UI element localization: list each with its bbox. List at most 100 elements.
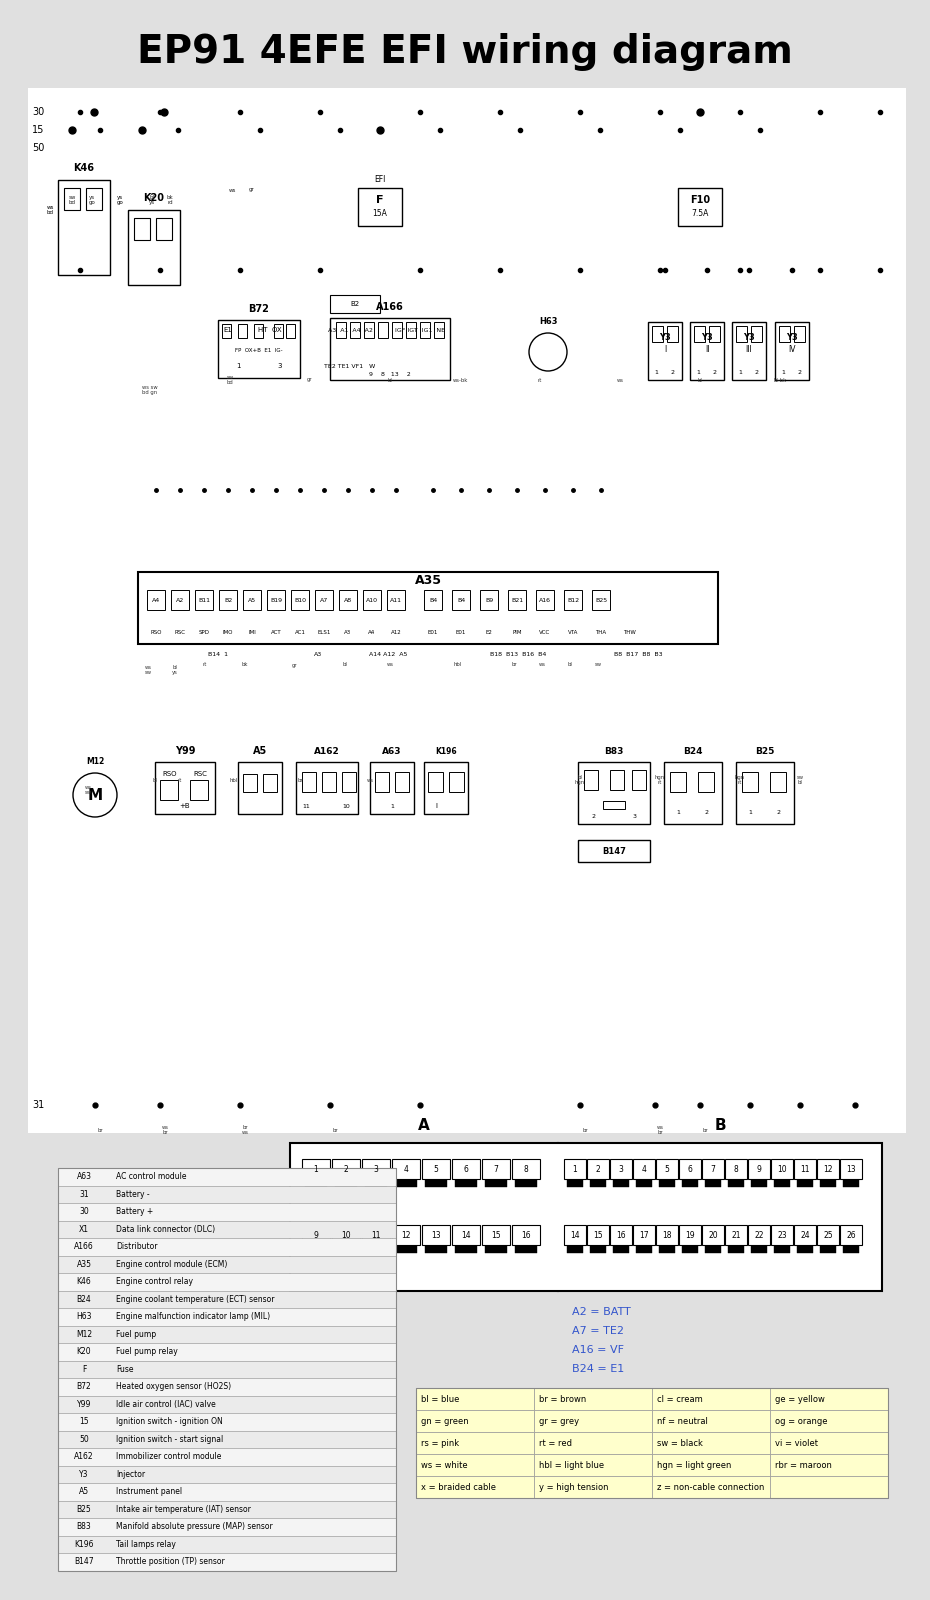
Bar bbox=[670, 773, 686, 792]
Text: Y99: Y99 bbox=[77, 1400, 91, 1408]
Text: 9: 9 bbox=[757, 1165, 762, 1173]
Bar bbox=[698, 773, 714, 792]
Text: vi = violet: vi = violet bbox=[775, 1438, 818, 1448]
Bar bbox=[751, 326, 762, 342]
Text: A5: A5 bbox=[79, 1488, 89, 1496]
Bar bbox=[406, 322, 416, 338]
Bar bbox=[296, 762, 358, 814]
Text: 7: 7 bbox=[711, 1165, 715, 1173]
Text: Engine coolant temperature (ECT) sensor: Engine coolant temperature (ECT) sensor bbox=[116, 1294, 274, 1304]
Bar bbox=[610, 1158, 632, 1179]
Text: ws: ws bbox=[538, 662, 546, 667]
Bar bbox=[817, 1226, 839, 1245]
Text: z = non-cable connection: z = non-cable connection bbox=[657, 1483, 764, 1491]
Text: Y3: Y3 bbox=[79, 1470, 88, 1478]
Text: bl: bl bbox=[388, 378, 392, 382]
Text: 22: 22 bbox=[754, 1230, 764, 1240]
Bar bbox=[370, 762, 414, 814]
Text: 7.5A: 7.5A bbox=[691, 210, 709, 219]
Text: Engine control module (ECM): Engine control module (ECM) bbox=[116, 1259, 227, 1269]
Text: ws
sw: ws sw bbox=[144, 664, 152, 675]
Bar bbox=[58, 1430, 396, 1448]
Text: 14: 14 bbox=[570, 1230, 579, 1240]
Text: 15: 15 bbox=[79, 1418, 88, 1426]
Bar bbox=[392, 322, 402, 338]
Text: gr: gr bbox=[249, 187, 255, 192]
Bar bbox=[636, 1246, 652, 1253]
Bar bbox=[416, 1387, 534, 1410]
Text: Battery +: Battery + bbox=[116, 1208, 153, 1216]
Bar bbox=[58, 1448, 396, 1466]
Text: bl: bl bbox=[698, 378, 702, 382]
Bar bbox=[534, 1387, 652, 1410]
Text: bk
rd: bk rd bbox=[166, 195, 173, 205]
Bar bbox=[364, 322, 374, 338]
Text: x = braided cable: x = braided cable bbox=[421, 1483, 496, 1491]
Text: 15: 15 bbox=[32, 125, 45, 134]
Text: ys
go: ys go bbox=[88, 195, 96, 205]
Bar bbox=[305, 1181, 327, 1187]
Text: 1: 1 bbox=[781, 370, 785, 374]
Text: 1: 1 bbox=[676, 810, 680, 814]
Bar bbox=[736, 326, 747, 342]
Text: 2: 2 bbox=[797, 370, 801, 374]
Text: bl
hgn: bl hgn bbox=[575, 774, 585, 786]
Bar bbox=[58, 1342, 396, 1360]
Text: Instrument panel: Instrument panel bbox=[116, 1488, 182, 1496]
Bar bbox=[652, 1410, 770, 1432]
Bar bbox=[536, 590, 554, 610]
Text: bl
ys: bl ys bbox=[149, 195, 155, 205]
Bar bbox=[564, 1158, 586, 1179]
Bar bbox=[362, 1158, 390, 1179]
Bar bbox=[365, 1181, 387, 1187]
Text: 17: 17 bbox=[639, 1230, 649, 1240]
Bar bbox=[771, 1226, 793, 1245]
Text: 31: 31 bbox=[79, 1190, 88, 1198]
Bar bbox=[652, 1387, 770, 1410]
Text: rt: rt bbox=[203, 662, 207, 667]
Text: Y3: Y3 bbox=[701, 333, 713, 342]
Bar bbox=[350, 322, 360, 338]
Text: ws
sw: ws sw bbox=[85, 784, 91, 795]
Bar bbox=[138, 573, 718, 643]
Text: 16: 16 bbox=[617, 1230, 626, 1240]
Bar bbox=[840, 1226, 862, 1245]
Text: 13: 13 bbox=[846, 1165, 856, 1173]
Text: 1: 1 bbox=[313, 1165, 318, 1173]
Bar bbox=[58, 1291, 396, 1309]
Text: 15A: 15A bbox=[373, 210, 388, 219]
Bar bbox=[794, 1226, 816, 1245]
Bar bbox=[416, 1475, 534, 1498]
Bar bbox=[58, 1466, 396, 1483]
Bar bbox=[420, 322, 430, 338]
Bar bbox=[452, 1226, 480, 1245]
Text: gr: gr bbox=[292, 662, 298, 667]
Bar bbox=[775, 322, 809, 379]
Bar bbox=[302, 1158, 330, 1179]
Text: A7: A7 bbox=[320, 597, 328, 603]
Text: Y3: Y3 bbox=[743, 333, 755, 342]
Bar bbox=[748, 1158, 770, 1179]
Text: ws: ws bbox=[387, 662, 393, 667]
Text: 50: 50 bbox=[79, 1435, 89, 1443]
Text: ACT: ACT bbox=[271, 629, 281, 635]
Bar bbox=[58, 1203, 396, 1221]
Text: 30: 30 bbox=[79, 1208, 89, 1216]
Bar bbox=[375, 773, 389, 792]
Bar bbox=[238, 323, 247, 338]
Bar bbox=[690, 322, 724, 379]
Bar bbox=[728, 1181, 744, 1187]
Bar bbox=[485, 1181, 507, 1187]
Text: EP91 4EFE EFI wiring diagram: EP91 4EFE EFI wiring diagram bbox=[137, 34, 793, 70]
Text: Idle air control (IAC) valve: Idle air control (IAC) valve bbox=[116, 1400, 216, 1408]
Text: br: br bbox=[702, 1128, 708, 1133]
Bar bbox=[315, 590, 333, 610]
Bar bbox=[455, 1181, 477, 1187]
Text: III: III bbox=[746, 346, 752, 355]
Bar bbox=[86, 187, 102, 210]
Bar bbox=[748, 1226, 770, 1245]
Bar bbox=[425, 1246, 447, 1253]
Text: FP  OX+B  E1  IG-: FP OX+B E1 IG- bbox=[235, 347, 283, 352]
Text: Injector: Injector bbox=[116, 1470, 145, 1478]
Text: Intake air temperature (IAT) sensor: Intake air temperature (IAT) sensor bbox=[116, 1504, 251, 1514]
